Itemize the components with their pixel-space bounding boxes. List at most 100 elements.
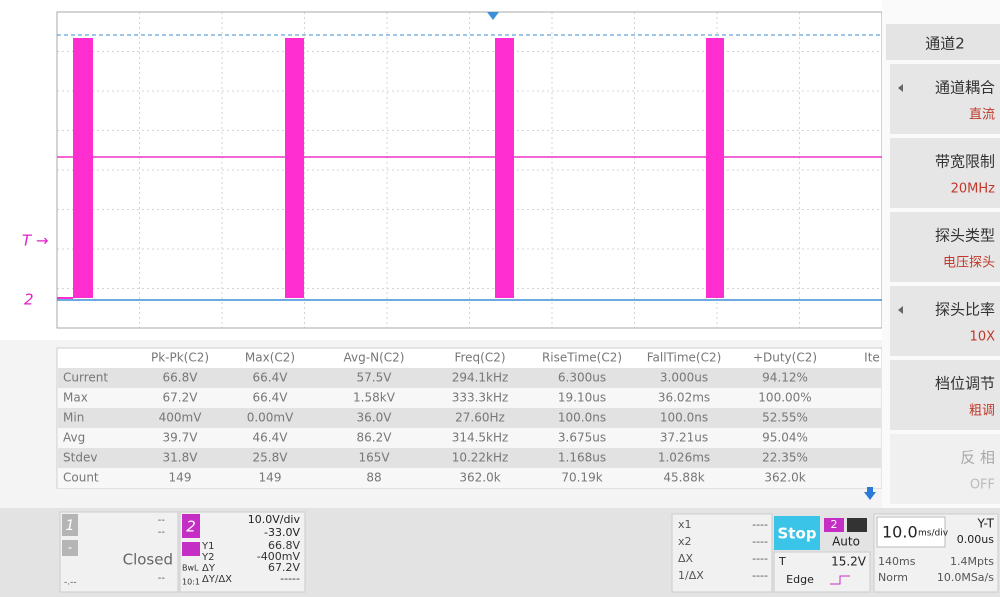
cursor-label: 1/ΔX	[678, 569, 704, 582]
channel-marker: 2	[24, 291, 34, 309]
measurement-value: 36.02ms	[658, 391, 710, 405]
run-button[interactable]	[774, 516, 820, 550]
waveform-trace	[73, 38, 724, 298]
channel1-box[interactable]	[59, 511, 179, 593]
trigger-source: T	[778, 555, 786, 568]
measurement-value: 46.4V	[253, 431, 289, 445]
timebase-delay: 0.00us	[957, 533, 994, 546]
measurement-value: 66.4V	[253, 391, 289, 405]
measurement-value: 52.55%	[762, 411, 808, 425]
measurement-value: 45.88k	[663, 471, 704, 485]
measurement-value: 22.35%	[762, 451, 808, 465]
table-row	[58, 368, 881, 388]
column-header: RiseTime(C2)	[542, 351, 622, 365]
channel2-bw: BwL	[182, 564, 199, 573]
table-row	[58, 428, 881, 448]
channel2-cursor-label: ΔY/ΔX	[202, 574, 232, 585]
trigger-edge-icon	[830, 575, 850, 585]
channel1-number: 1	[66, 518, 75, 534]
measurement-value: 70.19k	[561, 471, 602, 485]
measurement-value: 6.300us	[558, 371, 606, 385]
channel2-scale: 10.0V/div	[248, 513, 301, 526]
measurement-value: 149	[259, 471, 282, 485]
column-header: Freq(C2)	[454, 351, 505, 365]
trigger-box[interactable]	[773, 551, 871, 593]
timebase-window: 140ms	[878, 555, 916, 568]
channel2-cursor-label: Y2	[201, 552, 214, 563]
menu-item[interactable]	[890, 360, 1000, 430]
measurement-value: 3.000us	[660, 371, 708, 385]
menu-arrow	[898, 306, 903, 314]
trigger-type: Edge	[786, 573, 814, 586]
menu-item[interactable]	[890, 138, 1000, 208]
menu-item[interactable]	[890, 286, 1000, 356]
measurement-value: 314.5kHz	[452, 431, 509, 445]
channel1-scale: --	[158, 515, 166, 526]
menu-item[interactable]	[890, 434, 1000, 504]
row-label: Current	[63, 371, 108, 385]
measurement-value: 100.00%	[758, 391, 811, 405]
column-header: Pk-Pk(C2)	[151, 351, 209, 365]
channel2-probe: 10:1	[182, 578, 200, 587]
measurement-value: 1.026ms	[658, 451, 710, 465]
measurement-value: 66.4V	[253, 371, 289, 385]
channel1-state: Closed	[123, 551, 173, 569]
menu-arrow	[898, 84, 903, 92]
menu-item-label: 通道耦合	[935, 79, 995, 97]
measurement-value: 94.12%	[762, 371, 808, 385]
measurement-value: 3.675us	[558, 431, 606, 445]
measurement-value: 39.7V	[163, 431, 199, 445]
measurement-value: 31.8V	[163, 451, 199, 465]
channel1-corner: -.--	[64, 578, 77, 588]
menu-item-value: 粗调	[969, 404, 995, 419]
trigger-icon	[847, 518, 867, 532]
channel2-cursor-badge	[182, 542, 200, 556]
channel1-minus-badge	[62, 540, 78, 556]
channel2-cursor-value: 66.8V	[268, 539, 300, 552]
column-header: Max(C2)	[245, 351, 295, 365]
status-bar: 1 -----Closed---.--2 10.0V/div-33.0VBwL10:…	[0, 508, 1000, 597]
cursor-label: x1	[678, 518, 692, 531]
menu-item-label: 探头比率	[935, 301, 995, 319]
channel2-cursor-label: Y1	[201, 541, 214, 552]
pulse-burst	[285, 38, 304, 298]
channel2-cursor-value: 67.2V	[268, 561, 300, 574]
measurement-value: 362.0k	[459, 471, 500, 485]
channel2-badge	[182, 514, 200, 538]
row-label: Max	[63, 391, 88, 405]
timebase-depth: 1.4Mpts	[950, 555, 994, 568]
measurement-value: 66.8V	[163, 371, 199, 385]
channel1-minus: -	[68, 541, 72, 555]
row-label: Min	[63, 411, 84, 425]
channel2-number: 2	[186, 518, 196, 536]
channel1-offset: --	[158, 527, 166, 538]
measurement-value: 36.0V	[357, 411, 393, 425]
scroll-arrow[interactable]	[864, 487, 876, 500]
measurement-value: 165V	[358, 451, 390, 465]
measurement-value: 25.8V	[253, 451, 289, 465]
cursor-value: ----	[752, 518, 768, 531]
column-header: Avg-N(C2)	[344, 351, 405, 365]
measurement-value: 67.2V	[163, 391, 199, 405]
measurement-value: 95.04%	[762, 431, 808, 445]
column-header: Ite	[864, 351, 880, 365]
trigger-channel: 2	[831, 518, 838, 531]
timebase-mode: Y-T	[977, 517, 995, 531]
cursor-box[interactable]	[671, 513, 773, 593]
timebase-scale-box	[876, 516, 946, 548]
cursor-label: x2	[678, 535, 692, 548]
measurement-value: 100.0ns	[660, 411, 708, 425]
pulse-burst	[706, 38, 724, 298]
channel2-cursor-label: ΔY	[202, 563, 216, 574]
channel2-offset: -33.0V	[264, 526, 300, 539]
channel2-box[interactable]	[179, 511, 306, 593]
measurement-value: 57.5V	[357, 371, 393, 385]
menu-item[interactable]	[890, 212, 1000, 282]
cursor-value: ----	[752, 569, 768, 582]
menu-header	[886, 24, 1000, 60]
measurement-value: 362.0k	[764, 471, 805, 485]
menu-item[interactable]	[890, 64, 1000, 134]
menu-item-label: 带宽限制	[935, 153, 995, 171]
channel2-cursor-value: -400mV	[257, 550, 301, 563]
